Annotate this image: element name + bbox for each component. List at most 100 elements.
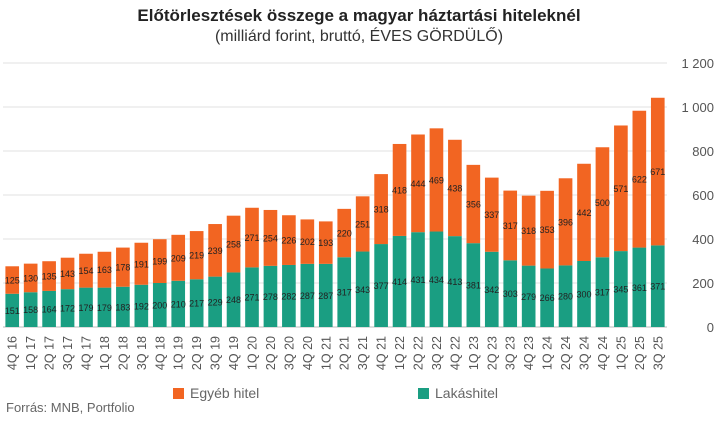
data-label-lakashitel: 287 [300,291,315,301]
data-label-lakashitel: 164 [42,304,57,314]
x-tick-label: 3Q 22 [430,336,444,370]
x-tick-label: 4Q 21 [375,336,389,370]
bar-egyeb-hitel [300,219,315,264]
x-tick-label: 2Q 17 [43,336,57,370]
data-label-egyeb-hitel: 337 [484,210,499,220]
bar-lakashitel [42,290,56,327]
x-tick-label: 4Q 17 [80,336,94,370]
bar-egyeb-hitel [558,178,573,266]
bar-lakashitel [429,231,444,327]
x-tick-label: 2Q 22 [412,336,426,370]
bar-egyeb-hitel [632,110,647,248]
bar-lakashitel [60,289,75,327]
data-label-lakashitel: 303 [503,289,518,299]
data-label-egyeb-hitel: 356 [466,200,481,210]
data-label-egyeb-hitel: 271 [244,233,259,243]
legend-item-lakas[interactable]: Lakáshitel [418,385,498,401]
bar-egyeb-hitel [392,143,407,236]
y-tick-label: 1 000 [681,100,714,115]
y-tick-label: 600 [692,188,714,203]
bar-egyeb-hitel [595,147,610,258]
data-label-lakashitel: 179 [78,303,93,313]
data-label-lakashitel: 179 [97,303,112,313]
data-label-egyeb-hitel: 130 [23,273,38,283]
x-tick-label: 3Q 21 [356,336,370,370]
x-tick-label: 2Q 21 [338,336,352,370]
data-labels: 151 125 158 130 164 135 172 143 179 154 179 163 183 1… [5,167,666,316]
data-label-lakashitel: 300 [576,290,591,300]
legend-swatch-lakas [418,387,429,399]
data-label-lakashitel: 279 [521,292,536,302]
data-label-egyeb-hitel: 571 [613,184,628,194]
bar-egyeb-hitel [448,139,462,237]
bar-egyeb-hitel [282,215,296,265]
x-tick-label: 3Q 18 [135,336,149,370]
x-tick-label: 2Q 20 [264,336,278,370]
data-label-lakashitel: 381 [466,281,481,291]
bar-egyeb-hitel [42,261,56,291]
bar-lakashitel [337,257,352,327]
data-label-egyeb-hitel: 191 [134,259,149,269]
bar-egyeb-hitel [208,224,222,277]
data-label-lakashitel: 434 [429,275,444,285]
bar-egyeb-hitel [429,128,444,232]
bar-lakashitel [448,236,462,327]
data-label-egyeb-hitel: 125 [5,276,20,286]
data-label-lakashitel: 414 [392,277,407,287]
legend-label-egyeb: Egyéb hitel [190,385,260,401]
bar-egyeb-hitel [614,125,628,252]
data-label-lakashitel: 377 [374,281,389,291]
bar-lakashitel [226,272,241,327]
y-axis: 0 200 400 600 800 1 000 1 200 [681,56,714,335]
data-label-egyeb-hitel: 622 [632,175,647,185]
bar-egyeb-hitel [152,239,167,283]
x-tick-label: 2Q 18 [116,336,130,370]
data-label-egyeb-hitel: 469 [429,175,444,185]
bar-egyeb-hitel [189,231,204,280]
bar-lakashitel [392,235,407,327]
bars [5,97,665,327]
x-tick-label: 1Q 25 [614,336,628,370]
x-tick-label: 1Q 24 [541,336,555,370]
data-label-egyeb-hitel: 444 [410,179,425,189]
data-label-lakashitel: 200 [152,301,167,311]
x-tick-label: 1Q 23 [467,336,481,370]
x-axis: 4Q 16 1Q 17 2Q 17 3Q 17 4Q 17 1Q 18 2Q 18 3Q 18… [6,336,666,370]
x-tick-label: 3Q 19 [209,336,223,370]
bar-egyeb-hitel [466,164,481,244]
bar-egyeb-hitel [337,208,352,258]
data-label-egyeb-hitel: 163 [97,265,112,275]
bar-egyeb-hitel [79,253,93,288]
bar-lakashitel [134,284,149,327]
data-label-egyeb-hitel: 254 [263,233,278,243]
bar-lakashitel [355,251,370,327]
data-label-lakashitel: 282 [281,291,296,301]
data-label-egyeb-hitel: 143 [60,269,75,279]
bar-egyeb-hitel [245,207,259,268]
bar-lakashitel [171,280,186,327]
x-tick-label: 1Q 21 [319,336,333,370]
bar-egyeb-hitel [134,242,149,285]
bar-lakashitel [97,287,112,327]
data-label-egyeb-hitel: 671 [650,167,665,177]
data-label-egyeb-hitel: 418 [392,185,407,195]
bar-lakashitel [484,251,499,327]
bar-lakashitel [5,293,20,327]
bar-lakashitel [116,286,130,327]
chart-title: Előtörlesztések összege a magyar háztart… [137,6,581,25]
x-tick-label: 2Q 19 [190,336,204,370]
data-label-lakashitel: 151 [5,306,20,316]
data-label-lakashitel: 229 [208,297,223,307]
bar-egyeb-hitel [355,196,370,252]
bar-egyeb-hitel [521,195,536,266]
data-label-egyeb-hitel: 500 [595,198,610,208]
data-label-lakashitel: 317 [595,288,610,298]
data-label-lakashitel: 280 [558,292,573,302]
bar-lakashitel [632,247,647,327]
data-label-lakashitel: 361 [632,283,647,293]
data-label-egyeb-hitel: 438 [447,183,462,193]
bar-lakashitel [79,287,93,327]
x-tick-label: 4Q 16 [6,336,20,370]
legend-item-egyeb[interactable]: Egyéb hitel [173,385,259,401]
